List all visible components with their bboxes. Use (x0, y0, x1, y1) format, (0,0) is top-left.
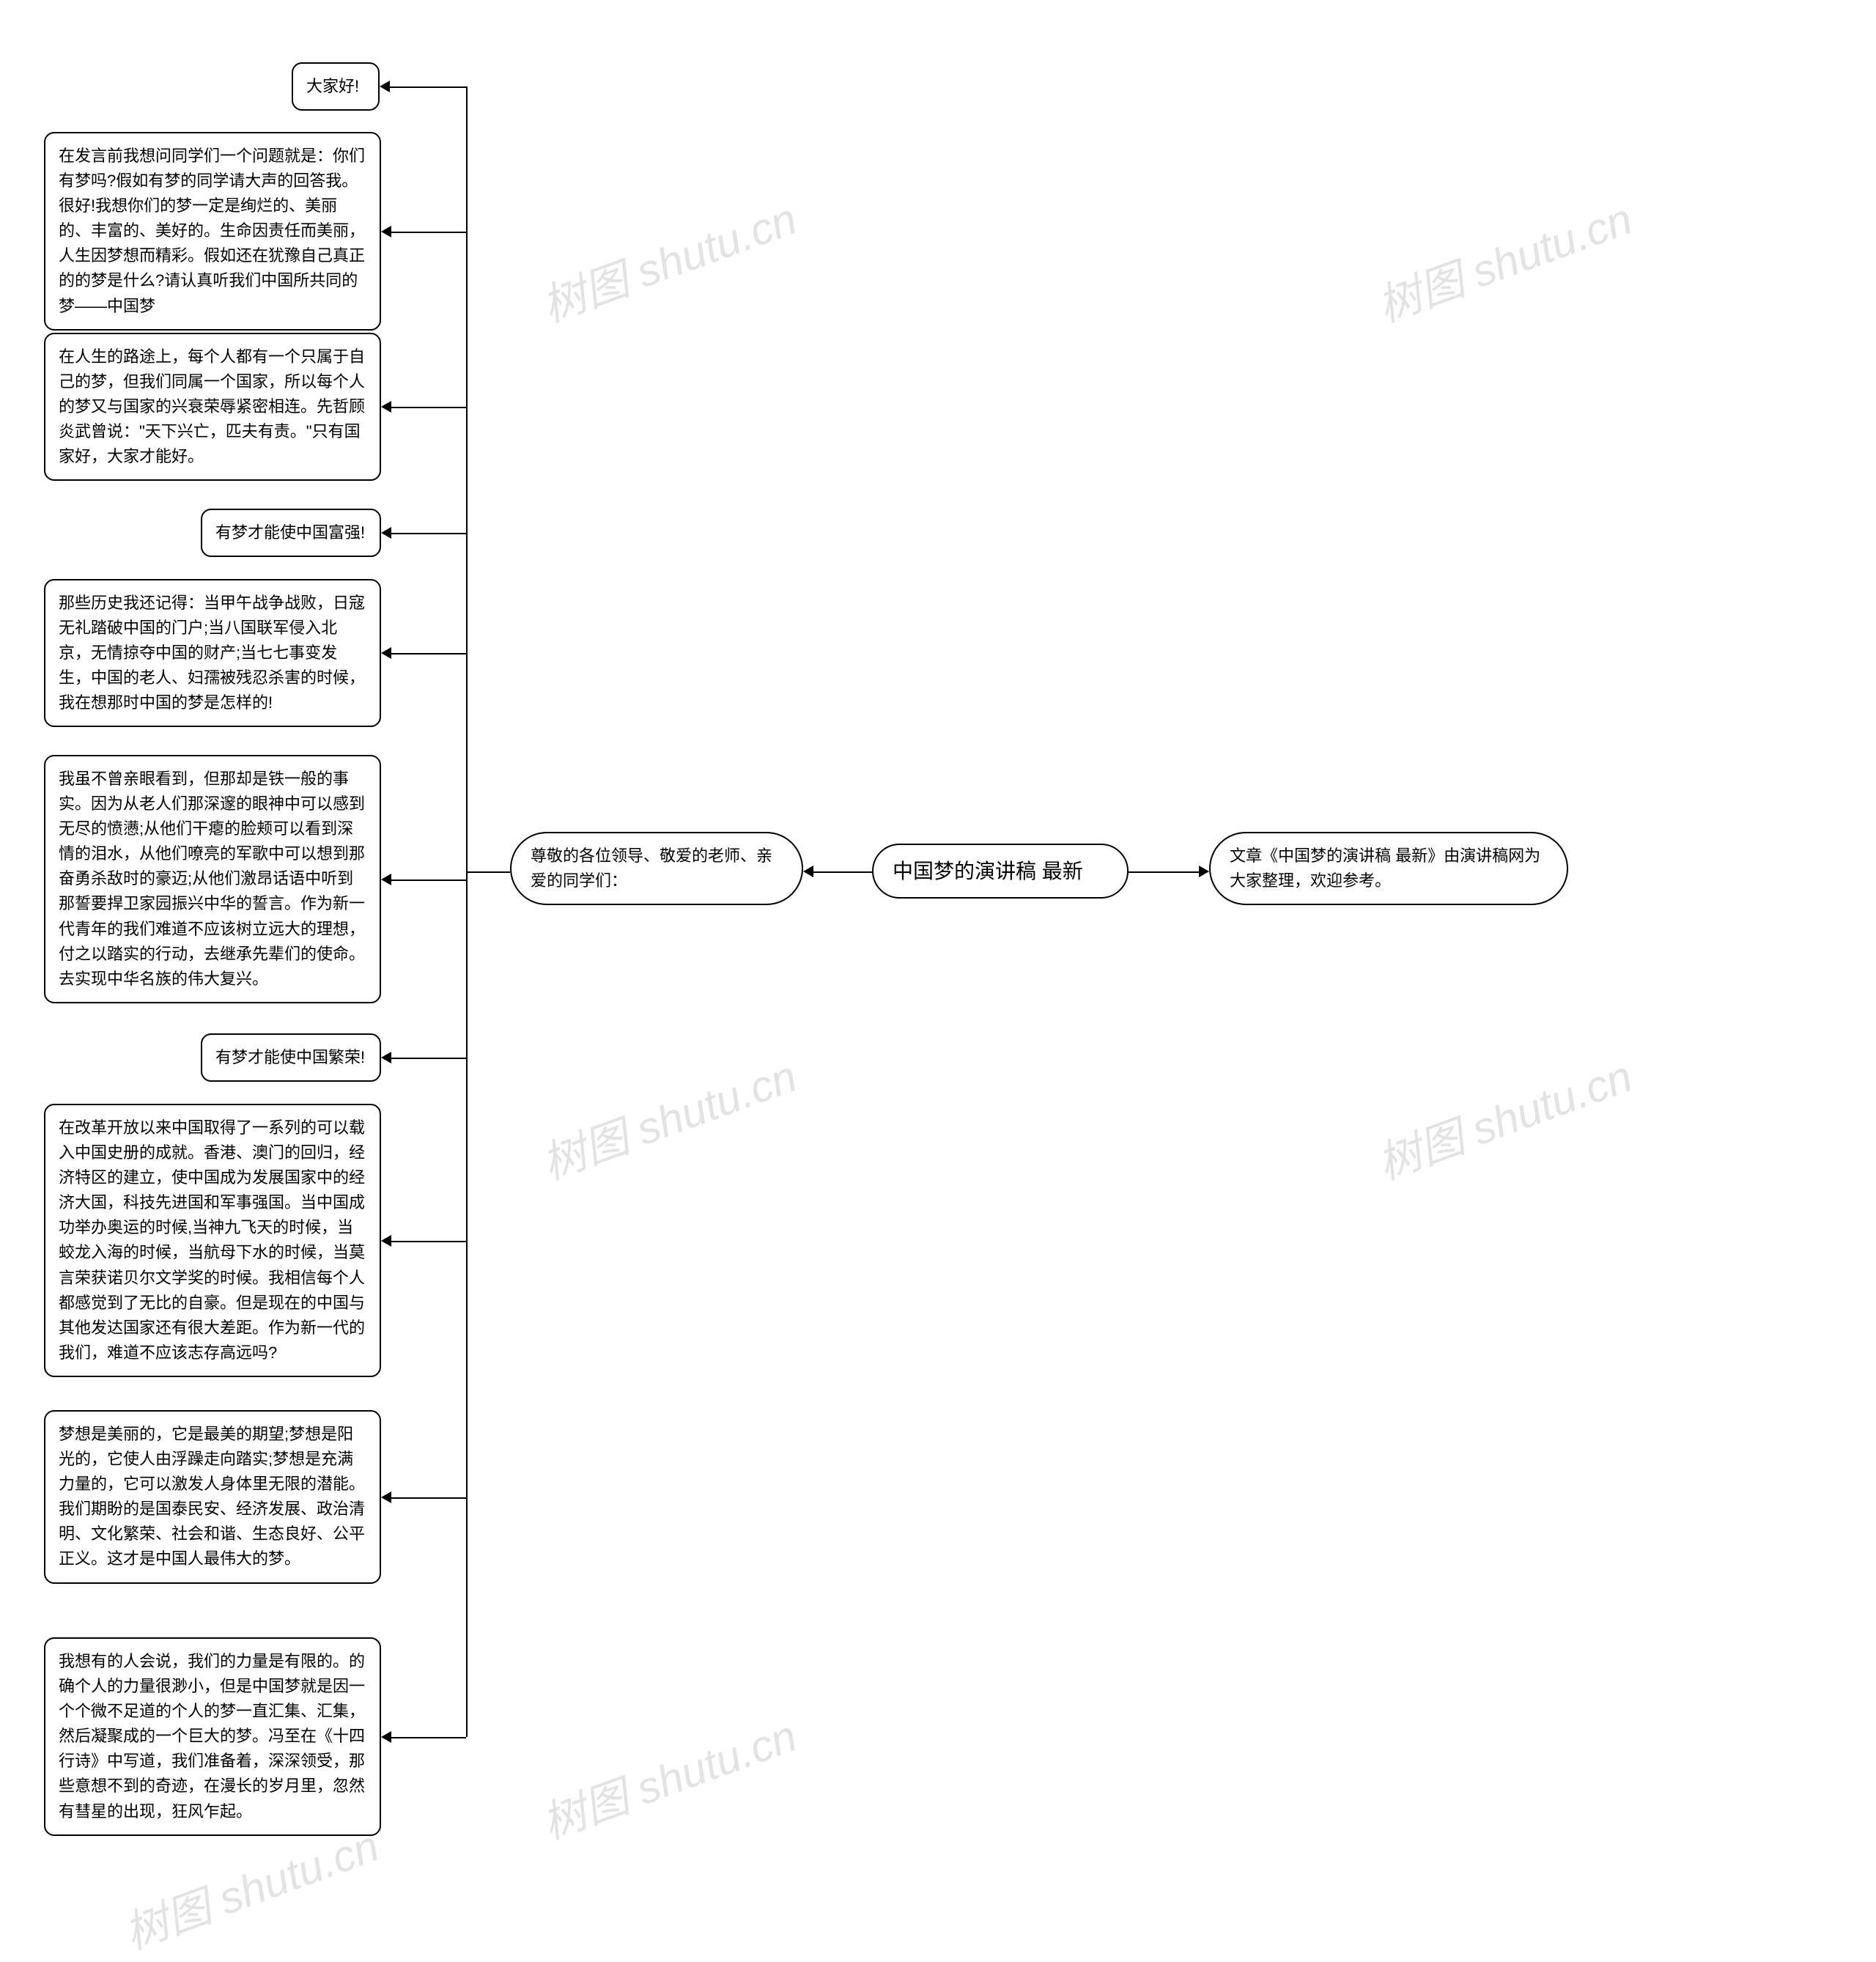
mindmap-node-l10: 我想有的人会说，我们的力量是有限的。的确个人的力量很渺小，但是中国梦就是因一个个… (44, 1637, 381, 1836)
arrow-icon (381, 226, 391, 237)
arrow-icon (381, 647, 391, 659)
mindmap-node-l7: 有梦才能使中国繁荣! (201, 1033, 381, 1082)
node-text: 文章《中国梦的演讲稿 最新》由演讲稿网为大家整理，欢迎参考。 (1230, 847, 1540, 890)
arrow-icon (381, 874, 391, 885)
node-text: 在改革开放以来中国取得了一系列的可以载入中国史册的成就。香港、澳门的回归，经济特… (59, 1118, 365, 1362)
watermark-text: 树图 shutu.cn (532, 1041, 804, 1192)
arrow-icon (381, 1731, 391, 1743)
mindmap-node-l1: 大家好! (292, 62, 380, 111)
connector (391, 1058, 466, 1059)
arrow-icon (381, 1235, 391, 1247)
arrow-icon (803, 866, 813, 877)
connector (391, 1737, 466, 1738)
arrow-icon (381, 1491, 391, 1503)
watermark-text: 树图 shutu.cn (532, 1700, 804, 1851)
node-text: 我虽不曾亲眼看到，但那却是铁一般的事实。因为从老人们那深邃的眼神中可以感到无尽的… (59, 770, 365, 988)
arrow-icon (1199, 866, 1209, 877)
arrow-icon (381, 527, 391, 539)
mindmap-node-l5: 那些历史我还记得：当甲午战争战败，日寇无礼踏破中国的门户;当八国联军侵入北京，无… (44, 579, 381, 727)
connector (391, 1241, 466, 1242)
connector (466, 871, 510, 873)
mindmap-node-l2: 在发言前我想问同学们一个问题就是：你们有梦吗?假如有梦的同学请大声的回答我。很好… (44, 132, 381, 331)
connector (813, 871, 872, 873)
node-text: 在发言前我想问同学们一个问题就是：你们有梦吗?假如有梦的同学请大声的回答我。很好… (59, 147, 365, 315)
watermark-text: 树图 shutu.cn (1367, 1041, 1639, 1192)
node-text: 大家好! (306, 77, 359, 95)
mindmap-node-r1: 文章《中国梦的演讲稿 最新》由演讲稿网为大家整理，欢迎参考。 (1209, 832, 1568, 905)
watermark-text: 树图 shutu.cn (532, 183, 804, 334)
node-text: 在人生的路途上，每个人都有一个只属于自己的梦，但我们同属一个国家，所以每个人的梦… (59, 347, 365, 465)
mindmap-node-l6: 我虽不曾亲眼看到，但那却是铁一般的事实。因为从老人们那深邃的眼神中可以感到无尽的… (44, 755, 381, 1003)
node-text: 梦想是美丽的，它是最美的期望;梦想是阳光的，它使人由浮躁走向踏实;梦想是充满力量… (59, 1425, 365, 1568)
watermark-text: 树图 shutu.cn (1367, 183, 1639, 334)
connector (391, 653, 466, 654)
node-text: 我想有的人会说，我们的力量是有限的。的确个人的力量很渺小，但是中国梦就是因一个个… (59, 1652, 365, 1821)
mindmap-node-l3: 在人生的路途上，每个人都有一个只属于自己的梦，但我们同属一个国家，所以每个人的梦… (44, 333, 381, 481)
connector (1129, 871, 1199, 873)
mindmap-node-root: 中国梦的演讲稿 最新 (872, 844, 1129, 899)
mindmap-node-l8: 在改革开放以来中国取得了一系列的可以载入中国史册的成就。香港、澳门的回归，经济特… (44, 1104, 381, 1377)
arrow-icon (381, 1052, 391, 1063)
node-text: 有梦才能使中国繁荣! (215, 1048, 365, 1066)
mindmap-node-l4: 有梦才能使中国富强! (201, 509, 381, 557)
arrow-icon (380, 81, 390, 92)
connector (390, 86, 466, 88)
node-text: 中国梦的演讲稿 最新 (893, 860, 1083, 882)
mindmap-node-lp: 尊敬的各位领导、敬爱的老师、亲爱的同学们： (510, 832, 803, 905)
mindmap-node-l9: 梦想是美丽的，它是最美的期望;梦想是阳光的，它使人由浮躁走向踏实;梦想是充满力量… (44, 1410, 381, 1584)
connector (391, 232, 466, 233)
node-text: 尊敬的各位领导、敬爱的老师、亲爱的同学们： (531, 847, 772, 890)
connector (391, 407, 466, 408)
connector (391, 533, 466, 534)
connector (391, 879, 466, 881)
node-text: 有梦才能使中国富强! (215, 523, 365, 542)
connector (466, 86, 468, 1737)
connector (391, 1497, 466, 1499)
node-text: 那些历史我还记得：当甲午战争战败，日寇无礼踏破中国的门户;当八国联军侵入北京，无… (59, 594, 365, 712)
arrow-icon (381, 401, 391, 413)
